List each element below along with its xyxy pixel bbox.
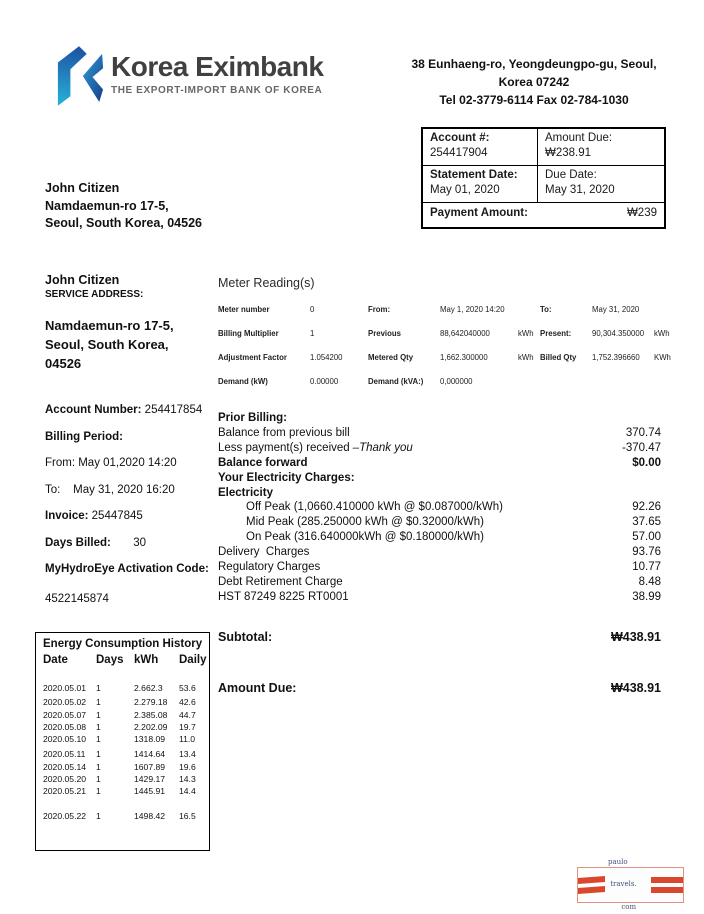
billing-line: Balance from previous bill 370.74 [218,426,661,439]
mailing-address: John Citizen Namdaemun-ro 17-5, Seoul, S… [45,180,202,233]
payment-amount-label: Payment Amount: [430,207,528,219]
energy-consumption-history: Energy Consumption History Date Days kWh… [35,632,210,851]
bank-address-line2: Korea 07242 [498,75,570,89]
billing-line: Mid Peak (285.250000 kWh @ $0.32000/kWh)… [246,516,661,529]
due-date-label: Due Date: [545,169,597,181]
subtotal-label: Subtotal: [218,630,273,644]
energy-history-header: Date Days kWh Daily [43,654,207,666]
energy-history-row: 2020.05.07 1 2.385.08 44.7 [43,709,196,720]
activation-code-value: 4522145874 [45,593,109,605]
meter-row: Billing Multiplier 1 Previous 88,6420400… [218,329,670,338]
bank-tagline: THE EXPORT-IMPORT BANK OF KOREA [111,85,323,96]
billing-details: Prior Billing: Balance from previous bil… [218,411,661,605]
amount-due-cell: Amount Due: ₩238.91 [537,129,664,165]
service-address-line1: Namdaemun-ro 17-5, [45,318,174,333]
billing-line: Balance forward $0.00 [218,456,661,469]
billing-line: Off Peak (1,0660.410000 kWh @ $0.087000/… [246,501,661,514]
billing-line: Your Electricity Charges: [218,471,355,484]
service-address-block: John Citizen SERVICE ADDRESS: Namdaemun-… [45,272,174,373]
energy-history-row: 2020.05.02 1 2.279.18 42.6 [43,697,196,708]
invoice-line: Invoice: 25447845 [45,510,143,522]
activation-code-label: MyHydroEye Activation Code: [45,563,209,575]
amount-due-label: Amount Due: [545,132,613,144]
billing-line: Prior Billing: [218,412,287,424]
watermark-right-stripes-icon [651,877,683,893]
mailing-address-line2: Seoul, South Korea, 04526 [45,216,202,230]
service-address-line2: Seoul, South Korea, [45,337,169,352]
energy-history-row: 2020.05.01 1 2.662.3 53.6 [43,683,196,693]
customer-name: John Citizen [45,181,120,195]
energy-history-row: 2020.05.22 1 1498.42 16.5 [43,810,196,821]
billing-line: On Peak (316.640000kWh @ $0.180000/kWh) 5… [246,531,661,544]
amount-due-row: Amount Due: ₩438.91 [218,681,661,695]
bank-address: 38 Eunhaeng-ro, Yeongdeungpo-gu, Seoul, … [398,55,670,109]
amount-due-value: ₩238.91 [545,147,592,159]
paulo-travels-watermark: paulo travels. com [577,858,684,910]
watermark-text: paulo travels. com [608,857,637,911]
billing-line: Regulatory Charges 10.77 [218,561,661,574]
korea-eximbank-logo-icon [57,46,104,106]
meter-readings-table: Meter number 0 From: May 1, 2020 14:20 T… [218,300,683,396]
payment-amount-value: ₩239 [626,207,657,219]
bank-address-line1: 38 Eunhaeng-ro, Yeongdeungpo-gu, Seoul, [411,57,657,71]
due-date-cell: Due Date: May 31, 2020 [537,166,664,202]
billing-line: HST 87249 8225 RT0001 38.99 [218,590,661,603]
bank-address-line3: Tel 02-3779-6114 Fax 02-784-1030 [439,93,629,107]
billing-period-from: From: May 01,2020 14:20 [45,457,177,469]
energy-history-row: 2020.05.14 1 1607.89 19.6 [43,761,196,772]
mailing-address-line1: Namdaemun-ro 17-5, [45,198,169,213]
energy-history-row: 2020.05.10 1 1318.09 11.0 [43,734,196,745]
account-number-line: Account Number: 254417854 [45,404,203,416]
meter-row: Demand (kW) 0.00000 Demand (kVA:) 0,0000… [218,377,473,386]
payment-amount-row: Payment Amount: ₩239 [423,203,664,227]
due-date-value: May 31, 2020 [545,184,615,196]
billing-line: Less payment(s) received –Thank you -370.4… [218,441,661,454]
bank-name: Korea Eximbank [111,51,324,82]
subtotal-row: Subtotal: ₩438.91 [218,630,661,644]
energy-history-row: 2020.05.20 1 1429.17 14.3 [43,774,196,785]
statement-date-label: Statement Date: [430,169,518,181]
billing-line: Electricity [218,486,273,499]
amount-due-total-value: ₩438.91 [610,681,661,695]
billing-period-label: Billing Period: [45,430,123,443]
watermark-left-stripes-icon [578,876,605,894]
billing-line: Debt Retirement Charge 8.48 [218,575,661,588]
statement-date-value: May 01, 2020 [430,184,500,196]
subtotal-value: ₩438.91 [610,630,661,644]
energy-history-title: Energy Consumption History [43,638,203,650]
account-number-cell: Account #: 254417904 [423,129,537,165]
energy-history-row: 2020.05.21 1 1445.91 14.4 [43,786,196,797]
service-address-label: SERVICE ADDRESS: [45,289,144,300]
energy-history-row: 2020.05.08 1 2.202.09 19.7 [43,721,196,732]
service-address-line3: 04526 [45,356,82,371]
billing-period-to: To: May 31, 2020 16:20 [45,483,175,496]
meter-row: Adjustment Factor 1.054200 Metered Qty 1… [218,353,671,362]
account-number-label: Account #: [430,132,490,144]
days-billed-line: Days Billed: 30 [45,536,146,549]
meter-row: Meter number 0 From: May 1, 2020 14:20 T… [218,305,640,314]
energy-history-row: 2020.05.11 1 1414.64 13.4 [43,749,196,760]
billing-line: Delivery Charges 93.76 [218,546,661,559]
amount-due-total-label: Amount Due: [218,681,297,695]
service-customer-name: John Citizen [45,273,120,287]
account-number-value: 254417904 [430,147,488,159]
meter-readings-title: Meter Reading(s) [218,276,315,290]
bank-logo: Korea Eximbank THE EXPORT-IMPORT BANK OF… [55,44,324,108]
account-details: Account Number: 254417854 Billing Period… [45,404,209,620]
statement-date-cell: Statement Date: May 01, 2020 [423,166,537,202]
account-summary-box: Account #: 254417904 Amount Due: ₩238.91… [421,127,666,229]
